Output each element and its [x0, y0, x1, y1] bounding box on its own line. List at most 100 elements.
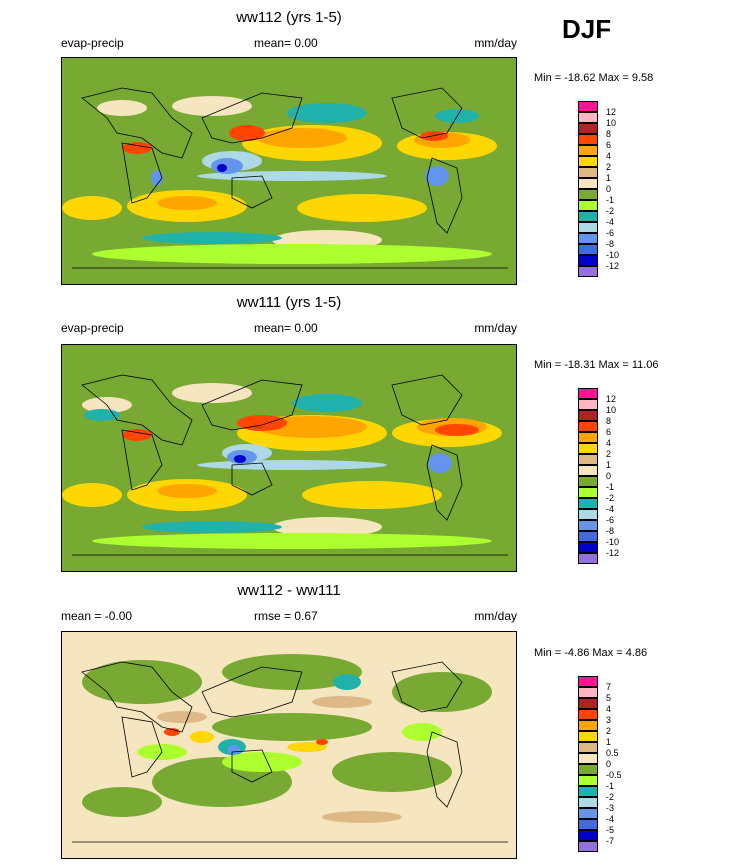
legend-swatch	[578, 244, 598, 255]
legend-tick: 4	[606, 704, 612, 714]
legend-swatch	[578, 698, 598, 709]
legend-tick: 8	[606, 129, 612, 139]
legend-tick: 1	[606, 460, 612, 470]
legend-swatch	[578, 487, 598, 498]
legend-tick: -4	[606, 217, 615, 227]
legend-tick: 0.5	[606, 748, 619, 758]
legend-swatch	[578, 178, 598, 189]
variable-label: evap-precip	[61, 321, 124, 335]
legend-tick: -6	[606, 228, 615, 238]
legend-tick: 12	[606, 107, 617, 117]
legend-tick: 5	[606, 693, 612, 703]
legend-swatch	[578, 786, 598, 797]
legend-swatch	[578, 432, 598, 443]
legend-swatch	[578, 410, 598, 421]
map-ww112	[61, 57, 517, 285]
legend-swatch	[578, 830, 598, 841]
minmax-label: Min = -18.31 Max = 11.06	[534, 359, 659, 371]
legend-tick: 0	[606, 471, 612, 481]
map-difference	[61, 631, 517, 859]
legend-swatch	[578, 709, 598, 720]
legend-tick: 2	[606, 162, 612, 172]
legend-swatch	[578, 553, 598, 564]
legend-swatch	[578, 189, 598, 200]
legend-swatch	[578, 145, 598, 156]
legend-tick: 3	[606, 715, 612, 725]
panel-title: ww111 (yrs 1-5)	[236, 294, 342, 311]
panel-title: ww112 (yrs 1-5)	[236, 9, 342, 26]
legend-swatch	[578, 156, 598, 167]
legend-swatch	[578, 687, 598, 698]
units-label: mm/day	[474, 36, 517, 50]
legend-tick: -1	[606, 781, 615, 791]
legend-swatch	[578, 112, 598, 123]
legend-tick: -0.5	[606, 770, 622, 780]
legend-tick: -5	[606, 825, 615, 835]
minmax-label: Min = -18.62 Max = 9.58	[534, 72, 654, 84]
rmse-label: rmse = 0.67	[254, 609, 318, 623]
legend-tick: -1	[606, 482, 615, 492]
variable-label: evap-precip	[61, 36, 124, 50]
legend-tick: -4	[606, 814, 615, 824]
legend-tick: -4	[606, 504, 615, 514]
season-label: DJF	[562, 14, 612, 44]
legend-tick: -3	[606, 803, 615, 813]
map-ww111	[61, 344, 517, 572]
legend-swatch	[578, 731, 598, 742]
legend-tick: 10	[606, 405, 617, 415]
legend-swatch	[578, 819, 598, 830]
legend-swatch	[578, 841, 598, 852]
panel-title: ww112 - ww111	[237, 582, 341, 599]
legend-tick: 1	[606, 737, 612, 747]
legend-tick: -2	[606, 493, 615, 503]
legend-tick: 8	[606, 416, 612, 426]
legend-swatch	[578, 775, 598, 786]
legend-swatch	[578, 476, 598, 487]
legend-tick: -12	[606, 261, 620, 271]
legend-tick: -2	[606, 792, 615, 802]
legend-swatch	[578, 421, 598, 432]
legend-tick: 4	[606, 151, 612, 161]
units-label: mm/day	[474, 609, 517, 623]
legend-swatch	[578, 498, 598, 509]
legend-swatch	[578, 454, 598, 465]
legend-tick: 0	[606, 184, 612, 194]
legend-tick: 2	[606, 449, 612, 459]
legend-swatch	[578, 266, 598, 277]
legend-tick: -8	[606, 526, 615, 536]
legend-swatch	[578, 720, 598, 731]
legend-swatch	[578, 233, 598, 244]
legend-swatch	[578, 167, 598, 178]
legend-tick: 10	[606, 118, 617, 128]
legend-swatch	[578, 676, 598, 687]
legend-swatch	[578, 399, 598, 410]
legend-tick: -10	[606, 537, 620, 547]
legend-tick: -2	[606, 206, 615, 216]
legend-swatch	[578, 520, 598, 531]
legend-tick: -6	[606, 515, 615, 525]
legend-swatch	[578, 764, 598, 775]
legend-swatch	[578, 101, 598, 112]
mean-label: mean = -0.00	[61, 609, 133, 623]
mean-label: mean= 0.00	[254, 321, 318, 335]
legend-tick: -12	[606, 548, 620, 558]
legend-swatch	[578, 531, 598, 542]
legend-swatch	[578, 211, 598, 222]
legend-tick: -7	[606, 836, 615, 846]
legend-swatch	[578, 797, 598, 808]
legend-tick: 6	[606, 427, 612, 437]
legend-swatch	[578, 134, 598, 145]
legend-swatch	[578, 255, 598, 266]
legend-tick: -10	[606, 250, 620, 260]
units-label: mm/day	[474, 321, 517, 335]
legend-swatch	[578, 388, 598, 399]
legend-tick: 7	[606, 682, 612, 692]
legend-tick: 6	[606, 140, 612, 150]
legend-swatch	[578, 222, 598, 233]
legend-tick: 1	[606, 173, 612, 183]
legend-swatch	[578, 742, 598, 753]
legend-tick: 0	[606, 759, 612, 769]
legend-swatch	[578, 465, 598, 476]
legend-tick: 2	[606, 726, 612, 736]
legend-tick: 12	[606, 394, 617, 404]
